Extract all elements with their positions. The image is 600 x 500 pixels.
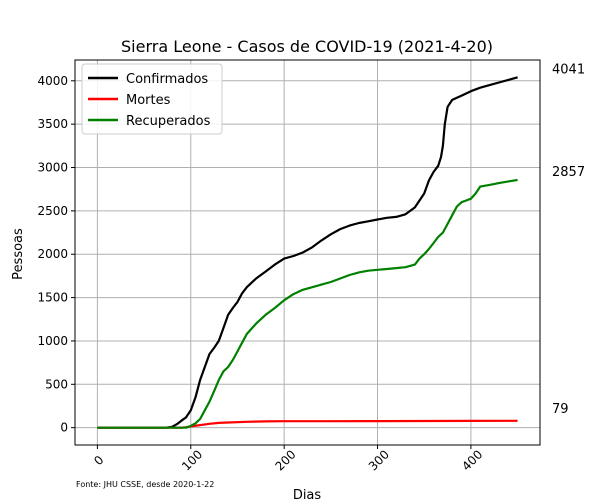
end-label-mortes: 79 bbox=[552, 402, 569, 417]
end-label-confirmados: 4041 bbox=[552, 62, 585, 77]
x-tick-label: 400 bbox=[459, 447, 485, 473]
legend-label-mortes: Mortes bbox=[126, 93, 171, 108]
x-tick-label: 200 bbox=[273, 447, 299, 473]
x-tick-label: 0 bbox=[91, 453, 106, 468]
y-tick-label: 3000 bbox=[37, 161, 68, 175]
source-note: Fonte: JHU CSSE, desde 2020-1-22 bbox=[76, 480, 214, 489]
chart-title: Sierra Leone - Casos de COVID-19 (2021-4… bbox=[121, 37, 493, 56]
series-line-confirmados bbox=[97, 76, 518, 429]
y-tick-label: 4000 bbox=[37, 74, 68, 88]
x-axis-label: Dias bbox=[293, 488, 322, 500]
y-tick-label: 2000 bbox=[37, 247, 68, 261]
legend-label-recuperados: Recuperados bbox=[126, 114, 211, 129]
legend: Confirmados Mortes Recuperados bbox=[81, 63, 223, 135]
y-axis-label: Pessoas bbox=[11, 228, 26, 280]
legend-label-confirmados: Confirmados bbox=[126, 72, 208, 87]
y-tick-label: 2500 bbox=[37, 204, 68, 218]
plot-frame bbox=[74, 59, 541, 446]
end-label-recuperados: 2857 bbox=[552, 165, 585, 180]
x-tick-label: 300 bbox=[366, 447, 392, 473]
y-tick-label: 0 bbox=[60, 421, 68, 435]
y-tick-label: 1500 bbox=[37, 291, 68, 305]
y-tick-label: 1000 bbox=[37, 334, 68, 348]
series-line-recuperados bbox=[97, 178, 518, 429]
y-tick-label: 500 bbox=[45, 377, 68, 391]
legend-box bbox=[81, 63, 223, 135]
x-tick-label: 100 bbox=[179, 447, 205, 473]
series-lines bbox=[97, 76, 518, 429]
y-tick-label: 3500 bbox=[37, 117, 68, 131]
